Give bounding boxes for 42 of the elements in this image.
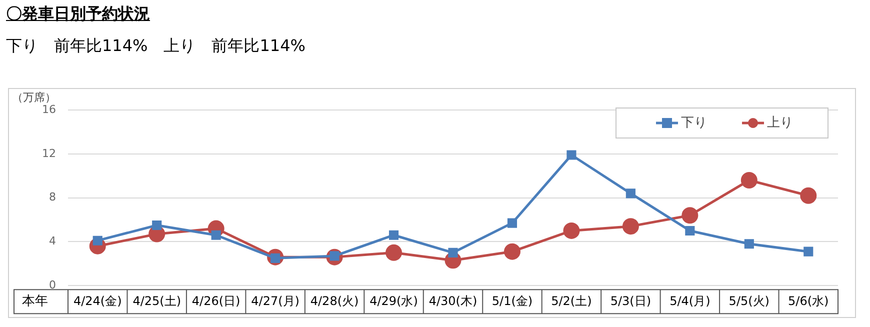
x-tick-label: 5/3(日) (610, 294, 652, 308)
y-tick-label: 12 (42, 146, 56, 160)
chart-title: 〇発車日別予約状況 (6, 4, 150, 25)
point (448, 248, 458, 258)
point (804, 246, 814, 256)
point (622, 218, 639, 235)
point (682, 207, 698, 224)
x-tick-label: 5/6(水) (788, 294, 829, 308)
point (152, 220, 162, 230)
y-tick-label: 16 (42, 102, 56, 116)
x-tick-label: 4/26(日) (192, 294, 240, 308)
x-tick-label: 4/25(土) (132, 294, 181, 308)
y-axis-title: （万席） (12, 90, 56, 104)
x-tick-label: 5/4(月) (670, 294, 710, 308)
point (800, 187, 817, 204)
point (566, 150, 576, 160)
point (211, 230, 221, 240)
x-tick-label: 5/2(土) (551, 294, 592, 308)
x-tick-label: 4/24(金) (73, 294, 122, 308)
x-tick-label: 4/29(水) (370, 294, 418, 308)
y-tick-label: 0 (49, 278, 56, 292)
point (504, 243, 520, 260)
x-tick-label: 4/27(月) (251, 294, 300, 308)
legend-label: 上り (767, 115, 793, 130)
point (685, 226, 695, 236)
chart-subtitle: 下り 前年比114% 上り 前年比114% (6, 36, 306, 57)
x-tick-label: 4/30(木) (428, 294, 478, 308)
y-tick-label: 8 (49, 190, 56, 204)
point (507, 218, 518, 228)
point (626, 188, 636, 198)
point (92, 236, 102, 246)
point (563, 222, 580, 239)
point (388, 230, 399, 240)
point (386, 244, 402, 261)
point (744, 239, 754, 249)
x-tick-label: 5/1(金) (492, 294, 533, 308)
legend-label: 下り (681, 115, 707, 130)
text: 本年 (22, 294, 48, 309)
x-tick-label: 4/28(火) (310, 294, 359, 308)
y-tick-label: 4 (49, 234, 56, 248)
point (740, 172, 758, 188)
x-tick-label: 5/5(火) (728, 294, 770, 308)
